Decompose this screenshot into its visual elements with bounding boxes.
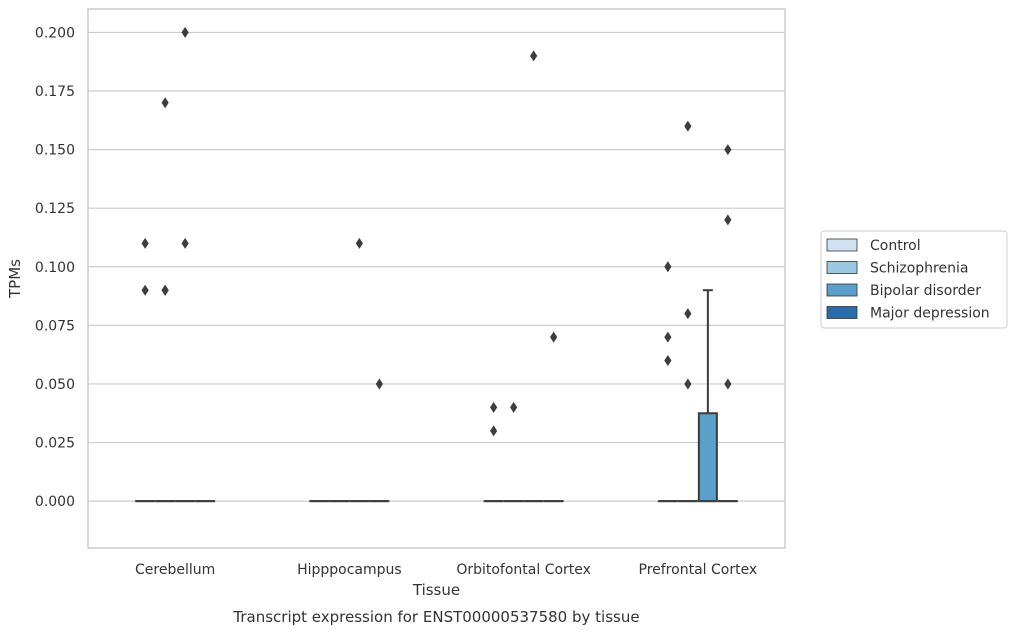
chart-caption: Transcript expression for ENST0000053758…: [232, 608, 639, 626]
x-tick-label: Prefrontal Cortex: [639, 562, 758, 578]
outlier-point: [724, 144, 732, 156]
y-tick-label: 0.075: [35, 318, 75, 334]
y-tick-label: 0.025: [35, 436, 75, 452]
outlier-point: [510, 401, 518, 413]
outlier-point: [550, 331, 558, 343]
outlier-point: [375, 378, 383, 390]
outlier-point: [490, 425, 498, 437]
legend-label: Control: [870, 238, 921, 254]
y-axis-title: TPMs: [6, 259, 24, 299]
outlier-point: [684, 308, 692, 320]
y-tick-label: 0.100: [35, 260, 75, 276]
box: [697, 412, 718, 503]
outlier-point: [181, 237, 189, 249]
legend-label: Schizophrenia: [870, 261, 968, 277]
outlier-point: [684, 120, 692, 132]
y-tick-label: 0.050: [35, 377, 75, 393]
legend-swatch: [826, 283, 858, 297]
y-tick-label: 0.000: [35, 494, 75, 510]
legend-swatch: [826, 306, 858, 319]
y-tick-label: 0.200: [35, 25, 75, 41]
y-axis-ticks: 0.000 0.025 0.050 0.075 0.100 0.125 0.150 0.175…: [35, 25, 75, 510]
outlier-point: [664, 261, 672, 273]
boxes: [135, 289, 738, 503]
outlier-point: [490, 401, 498, 413]
grid-lines: [88, 31, 785, 502]
x-tick-label: Cerebellum: [135, 562, 215, 578]
legend-label: Bipolar disorder: [870, 283, 981, 299]
outlier-point: [181, 26, 189, 38]
legend: Control Schizophrenia Bipolar disorder Majo…: [820, 230, 1008, 329]
outlier-point: [664, 331, 672, 343]
x-tick-label: Orbitofontal Cortex: [456, 562, 591, 578]
legend-swatch: [826, 238, 858, 252]
outlier-point: [724, 214, 732, 226]
outlier-point: [141, 284, 149, 296]
legend-frame: [820, 230, 1008, 329]
plot-area: [87, 8, 786, 549]
y-tick-label: 0.175: [35, 84, 75, 100]
y-tick-label: 0.125: [35, 201, 75, 217]
x-tick-label: Hipppocampus: [297, 562, 402, 578]
outlier-point: [161, 97, 169, 109]
outlier-point: [664, 355, 672, 367]
outliers: [141, 26, 732, 437]
x-axis-title: Tissue: [412, 581, 460, 599]
outlier-point: [161, 284, 169, 296]
outlier-point: [141, 237, 149, 249]
outlier-point: [530, 50, 538, 62]
legend-swatch: [826, 261, 858, 274]
outlier-point: [684, 378, 692, 390]
x-axis-ticks: Cerebellum Hipppocampus Orbitofontal Corte…: [135, 562, 757, 578]
y-tick-label: 0.150: [35, 143, 75, 159]
outlier-point: [355, 237, 363, 249]
legend-label: Major depression: [870, 306, 990, 322]
outlier-point: [724, 378, 732, 390]
